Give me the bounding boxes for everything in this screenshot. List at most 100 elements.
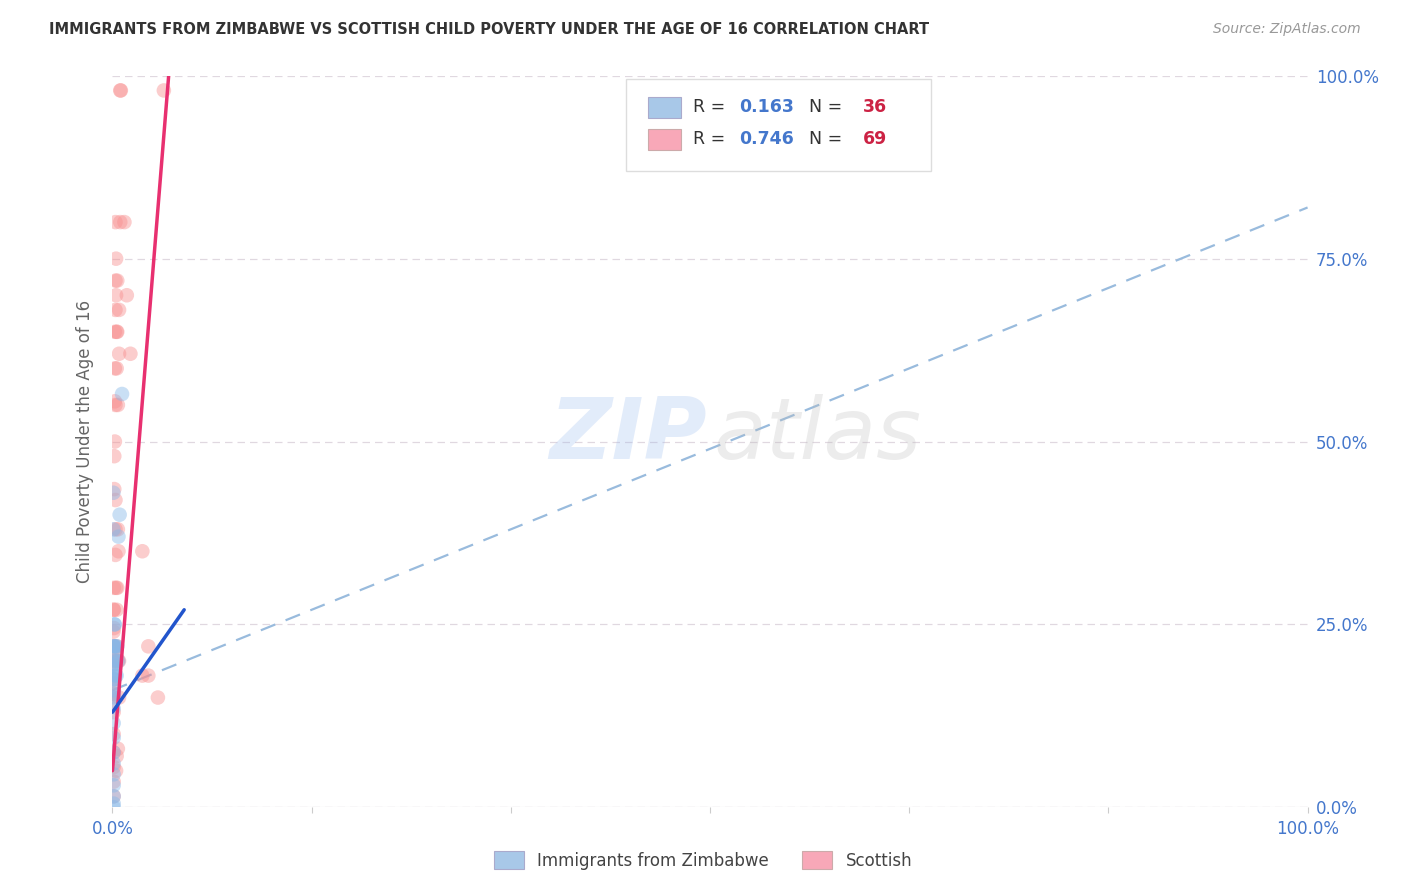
Point: [103, 756, 125, 771]
Point: [110, 83, 132, 97]
Point: [103, 621, 125, 635]
FancyBboxPatch shape: [627, 79, 931, 171]
Point: [103, 581, 125, 595]
Point: [103, 687, 125, 701]
Point: [108, 690, 131, 705]
Point: [103, 668, 125, 682]
Point: [107, 741, 129, 756]
Y-axis label: Child Poverty Under the Age of 16: Child Poverty Under the Age of 16: [76, 300, 94, 583]
Legend: Immigrants from Zimbabwe, Scottish: Immigrants from Zimbabwe, Scottish: [486, 845, 920, 877]
Point: [104, 398, 127, 412]
Point: [103, 485, 125, 500]
Point: [104, 668, 127, 682]
Text: 69: 69: [863, 130, 887, 148]
FancyBboxPatch shape: [648, 97, 682, 118]
Point: [103, 778, 125, 792]
Point: [108, 347, 131, 361]
Point: [107, 398, 129, 412]
Point: [103, 624, 125, 639]
Point: [105, 640, 128, 654]
Point: [103, 617, 125, 632]
Text: R =: R =: [693, 130, 731, 148]
Point: [103, 789, 125, 804]
Point: [103, 640, 125, 654]
Point: [105, 764, 128, 778]
FancyBboxPatch shape: [648, 129, 682, 150]
Point: [103, 797, 125, 811]
Point: [104, 434, 127, 449]
Point: [104, 640, 127, 654]
Point: [104, 522, 127, 536]
Point: [107, 522, 129, 536]
Point: [105, 252, 128, 266]
Point: [103, 767, 125, 781]
Point: [103, 673, 125, 687]
Point: [104, 493, 127, 508]
Point: [138, 640, 160, 654]
Point: [103, 522, 125, 536]
Point: [110, 215, 132, 229]
Point: [103, 657, 125, 672]
Text: ZIP: ZIP: [548, 394, 706, 477]
Point: [103, 727, 125, 741]
Text: Source: ZipAtlas.com: Source: ZipAtlas.com: [1213, 22, 1361, 37]
Point: [131, 544, 153, 558]
Text: IMMIGRANTS FROM ZIMBABWE VS SCOTTISH CHILD POVERTY UNDER THE AGE OF 16 CORRELATI: IMMIGRANTS FROM ZIMBABWE VS SCOTTISH CHI…: [49, 22, 929, 37]
Point: [103, 760, 125, 774]
Point: [107, 654, 129, 668]
Point: [699, 83, 721, 97]
Point: [103, 690, 125, 705]
Point: [105, 325, 128, 339]
Point: [103, 640, 125, 654]
Point: [104, 274, 127, 288]
Point: [103, 789, 125, 804]
Point: [103, 654, 125, 668]
Point: [104, 661, 127, 675]
Point: [105, 668, 128, 682]
Point: [107, 530, 129, 544]
Point: [103, 603, 125, 617]
Point: [104, 215, 127, 229]
Point: [105, 581, 128, 595]
Point: [110, 83, 132, 97]
Point: [103, 643, 125, 657]
Point: [105, 749, 128, 764]
Point: [108, 508, 131, 522]
Point: [103, 647, 125, 661]
Point: [105, 581, 128, 595]
Point: [104, 361, 127, 376]
Point: [104, 548, 127, 562]
Point: [103, 654, 125, 668]
Point: [104, 640, 127, 654]
Point: [115, 288, 138, 302]
Point: [105, 640, 128, 654]
Point: [111, 387, 134, 401]
Point: [103, 683, 125, 698]
Point: [138, 668, 160, 682]
Point: [103, 716, 125, 731]
Point: [103, 449, 125, 463]
Point: [153, 83, 176, 97]
Point: [105, 288, 128, 302]
Point: [103, 746, 125, 760]
Point: [108, 654, 131, 668]
Point: [103, 640, 125, 654]
Point: [103, 774, 125, 789]
Point: [108, 302, 131, 317]
Point: [104, 617, 127, 632]
Text: 36: 36: [863, 98, 887, 116]
Point: [103, 673, 125, 687]
Text: R =: R =: [693, 98, 731, 116]
Point: [103, 482, 125, 496]
Point: [104, 325, 127, 339]
Point: [105, 361, 128, 376]
Point: [131, 668, 153, 682]
Point: [114, 215, 135, 229]
Point: [105, 654, 128, 668]
Point: [103, 746, 125, 760]
Text: N =: N =: [799, 130, 848, 148]
Point: [103, 676, 125, 690]
Text: N =: N =: [799, 98, 848, 116]
Point: [103, 701, 125, 715]
Point: [105, 325, 128, 339]
